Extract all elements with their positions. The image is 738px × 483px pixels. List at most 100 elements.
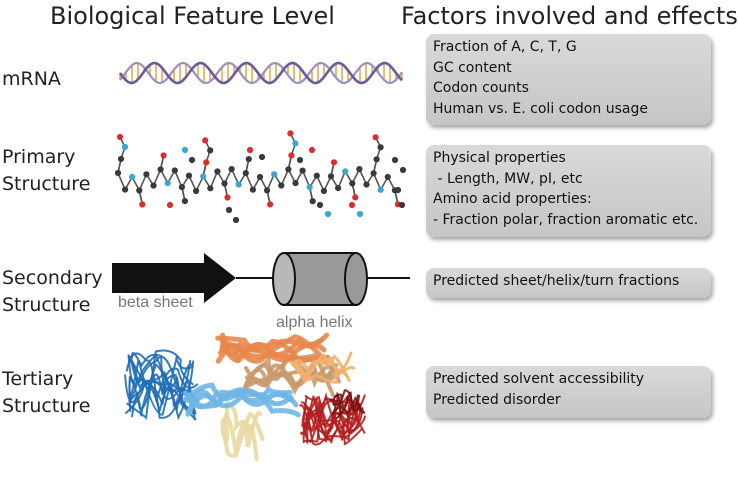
mrna-factors-box: Fraction of A, C, T, G GC content Codon …: [426, 34, 711, 125]
alpha-cylinder-icon: [272, 252, 368, 306]
molecule-atom: [181, 146, 189, 154]
molecule-atom: [171, 167, 178, 174]
protein-strand: [129, 380, 200, 403]
protein-strand: [220, 411, 265, 458]
molecule-atom: [299, 167, 306, 174]
molecule-atom: [164, 180, 171, 187]
molecule-atom: [348, 201, 356, 209]
dna-strand: [118, 61, 403, 85]
factor-line: Predicted disorder: [433, 391, 561, 408]
molecule-atom: [129, 173, 136, 180]
secondary-structure-illustration: beta sheet alpha helix: [112, 252, 410, 331]
level-label-line: mRNA: [2, 68, 61, 90]
protein-strand: [301, 401, 358, 445]
molecule-atom: [122, 186, 129, 193]
factor-line: - Fraction polar, fraction aromatic etc.: [433, 211, 699, 228]
molecule-atom: [278, 182, 285, 189]
molecule-atom: [306, 184, 313, 191]
molecule-atom: [224, 194, 231, 201]
molecule-atom: [309, 198, 316, 205]
level-primary-structure: Primary Structure: [2, 144, 90, 198]
molecule-atom: [373, 156, 380, 163]
protein-strand: [131, 360, 195, 421]
molecule-atom: [256, 173, 264, 181]
molecule-atom: [264, 187, 271, 194]
molecule-atom: [391, 156, 399, 164]
dna-helix-icon: [118, 61, 403, 85]
factor-line: Predicted sheet/helix/turn fractions: [433, 273, 680, 289]
level-label-line: Structure: [2, 294, 91, 316]
factor-line: Predicted solvent accessibility: [433, 371, 645, 387]
molecule-atom: [356, 166, 363, 173]
molecule-atom: [117, 155, 125, 163]
molecule-atom: [225, 206, 233, 214]
level-label-line: Structure: [2, 395, 91, 417]
protein-strand: [293, 358, 356, 378]
molecule-atom: [292, 140, 299, 147]
factor-line: - Length, MW, pI, etc: [433, 170, 583, 187]
molecule-atom: [143, 171, 150, 178]
molecule-atom: [327, 173, 335, 180]
molecule-atom: [121, 143, 129, 151]
molecule-atom: [342, 168, 349, 175]
protein-strand: [329, 391, 362, 412]
molecule-atom: [228, 166, 235, 173]
molecule-atom: [330, 159, 338, 166]
molecule-atom: [207, 185, 214, 192]
molecule-atom: [377, 144, 384, 151]
protein-strand: [306, 394, 361, 444]
protein-strand: [128, 355, 194, 416]
molecule-atom: [398, 201, 406, 209]
molecule-chain-icon: [114, 130, 407, 224]
molecule-atom: [235, 181, 242, 188]
molecule-atom: [377, 186, 384, 193]
molecule-atom: [160, 152, 167, 159]
molecule-atom: [285, 166, 292, 173]
protein-strand: [186, 389, 294, 409]
tertiary-factors-box: Predicted solvent accessibility Predicte…: [426, 366, 711, 418]
level-label-line: Tertiary: [2, 368, 74, 390]
molecule-atom: [394, 186, 402, 194]
factor-line: Amino acid properties:: [433, 191, 592, 207]
protein-strand: [331, 389, 359, 416]
molecule-atom: [258, 153, 266, 161]
molecule-atom: [245, 156, 252, 163]
beta-sheet-label: beta sheet: [118, 294, 193, 311]
molecule-atom: [139, 201, 146, 208]
molecule-atom: [246, 146, 254, 154]
molecule-atom: [202, 137, 209, 144]
molecule-atom: [308, 146, 316, 154]
level-label-line: Primary: [2, 146, 76, 168]
molecule-atom: [136, 187, 143, 194]
molecule-atom: [200, 173, 207, 180]
molecule-atom: [363, 181, 370, 188]
protein-strand: [244, 363, 336, 396]
molecule-atom: [335, 185, 342, 192]
level-mrna: mRNA: [2, 66, 61, 93]
alpha-helix-label: alpha helix: [276, 314, 353, 331]
molecule-atom: [207, 147, 214, 154]
factor-line: Physical properties: [433, 150, 566, 166]
left-column-header: Biological Feature Level: [50, 2, 335, 30]
protein-strand: [333, 396, 363, 419]
molecule-atom: [116, 133, 124, 141]
molecule-atom: [150, 182, 157, 189]
molecule-atom: [313, 172, 320, 179]
molecule-atom: [292, 180, 299, 187]
factor-line: GC content: [433, 59, 512, 76]
primary-factors-box: Physical properties - Length, MW, pI, et…: [426, 145, 711, 237]
molecule-atom: [372, 134, 379, 141]
molecule-atom: [399, 166, 407, 174]
factor-line: Codon counts: [433, 80, 529, 96]
level-label-line: Secondary: [2, 267, 103, 289]
protein-strand: [305, 400, 362, 434]
molecule-atom: [114, 169, 122, 177]
molecule-atom: [316, 201, 324, 209]
molecule-atom: [188, 156, 196, 164]
molecule-atom: [287, 130, 294, 137]
molecule-atom: [166, 201, 174, 209]
protein-strand: [302, 395, 358, 443]
molecule-atom: [221, 180, 228, 187]
molecule-atom: [296, 156, 304, 164]
